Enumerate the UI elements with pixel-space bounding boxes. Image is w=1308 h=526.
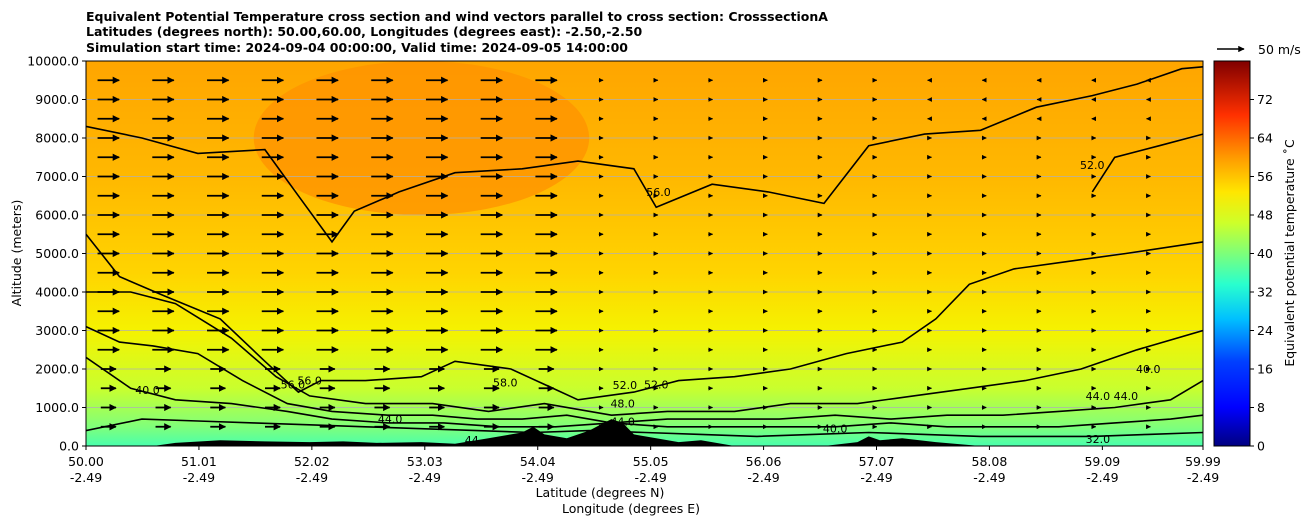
x-tick-lon-5: -2.49 [634,470,666,485]
contour-label-8: 44.0 [610,416,635,429]
x-axis-label: Latitude (degrees N) [536,485,665,500]
y-axis-label: Altitude (meters) [9,200,24,307]
cbar-tick-label-4: 32 [1257,285,1273,300]
y-tick-label-8: 8000.0 [35,131,79,146]
wind-vectors [97,76,1151,431]
x-tick-lat-8: 58.08 [972,454,1008,469]
y-tick-label-6: 6000.0 [35,208,79,223]
colorbar-label: Equivalent potential temperature ˚C [1282,139,1297,367]
contour-label-15: 40.0 [1136,363,1161,376]
x-tick-lat-9: 59.09 [1084,454,1120,469]
plot-area: 56.052.056.056.0 58.0 52.0 52.048.044.044.0… [86,61,1203,447]
x-tick-lat-1: 51.01 [181,454,217,469]
contour-label-4: 58.0 [493,376,518,389]
contour-lines [86,66,1203,438]
contour-line-1 [1091,133,1203,193]
x-tick-lon-2: -2.49 [296,470,328,485]
y-tick-label-3: 3000.0 [35,323,79,338]
x-tick-lon-4: -2.49 [522,470,554,485]
x-axis: 50.00-2.4951.01-2.4952.02-2.4953.03-2.49… [68,446,1221,485]
terrain [86,419,1203,446]
cbar-tick-label-5: 40 [1257,246,1273,261]
figure-title: Equivalent Potential Temperature cross s… [86,9,828,55]
x-tick-lon-0: -2.49 [70,470,102,485]
contour-label-11: 40.0 [823,423,848,436]
y-tick-label-0: 0.0 [59,439,79,454]
contour-line-4 [86,325,1203,424]
colorbar-gradient [1213,60,1251,447]
contour-label-3: 56.0 [281,378,306,391]
colorbar-ticks: 0 8 16 24 32 40 48 56 64 72 [1250,92,1273,454]
contour-label-12: 40.0 [135,384,160,397]
contour-line-0 [86,66,1203,244]
x-tick-lat-5: 55.05 [633,454,669,469]
y-tick-label-7: 7000.0 [35,169,79,184]
y-tick-label-2: 2000.0 [35,362,79,377]
x-tick-lon-9: -2.49 [1086,470,1118,485]
y-axis: 0.0 1000.0 2000.0 3000.0 4000.0 5000.0 6000.0 7… [27,54,86,454]
title-line-3: Simulation start time: 2024-09-04 00:00:… [86,40,628,55]
x-axis-label-2: Longitude (degrees E) [562,501,700,516]
x-tick-lon-6: -2.49 [747,470,779,485]
terrain-fill [86,419,1203,446]
contour-label-5: 52.0 [613,379,638,392]
y-tick-label-4: 4000.0 [35,285,79,300]
cbar-tick-label-7: 56 [1257,169,1273,184]
contour-line-6 [86,418,1203,438]
contour-label-16: 32.0 [1086,433,1111,446]
colorbar: 0 8 16 24 32 40 48 56 64 72 Equivalent potential … [1213,60,1297,454]
contour-line-3 [86,291,1203,417]
x-tick-lat-6: 56.06 [746,454,782,469]
cbar-tick-label-2: 16 [1257,362,1273,377]
y-tick-label-5: 5000.0 [35,246,79,261]
y-tick-label-10: 10000.0 [27,54,79,69]
contour-label-13: 44.0 [1086,390,1111,403]
x-tick-lon-3: -2.49 [409,470,441,485]
x-tick-lon-10: -2.49 [1187,470,1219,485]
x-tick-lat-4: 54.04 [520,454,556,469]
cbar-tick-label-8: 64 [1257,131,1273,146]
x-tick-lon-1: -2.49 [183,470,215,485]
y-tick-label-9: 9000.0 [35,92,79,107]
contour-line-2 [86,233,1203,401]
title-line-2: Latitudes (degrees north): 50.00,60.00, … [86,24,643,39]
title-line-1: Equivalent Potential Temperature cross s… [86,9,828,24]
contour-label-14: 44.0 [1114,390,1139,403]
x-tick-lon-7: -2.49 [860,470,892,485]
contour-line-5 [86,356,1203,428]
contour-label-0: 56.0 [646,186,671,199]
contour-label-2: 56.0 [297,374,322,387]
x-tick-lat-0: 50.00 [68,454,104,469]
cbar-tick-label-6: 48 [1257,208,1273,223]
contour-label-1: 52.0 [1080,159,1105,172]
contour-label-6: 52.0 [644,378,669,391]
quiver-key: 50 m/s [1217,42,1301,57]
x-tick-lat-2: 52.02 [294,454,330,469]
cbar-tick-label-9: 72 [1257,92,1273,107]
contour-label-10: 44 [465,434,479,447]
quiver-key-label: 50 m/s [1258,42,1301,57]
x-tick-lat-3: 53.03 [407,454,443,469]
y-tick-label-1: 1000.0 [35,400,79,415]
cbar-tick-label-0: 0 [1257,439,1265,454]
contour-label-9: 44.0 [378,413,403,426]
contour-label-7: 48.0 [610,398,635,411]
contour-labels: 56.052.056.056.0 58.0 52.0 52.048.044.044.0… [135,159,1161,447]
x-tick-lon-8: -2.49 [973,470,1005,485]
x-tick-lat-10: 59.99 [1185,454,1221,469]
cbar-tick-label-1: 8 [1257,400,1265,415]
x-tick-lat-7: 57.07 [859,454,895,469]
cbar-tick-label-3: 24 [1257,323,1273,338]
